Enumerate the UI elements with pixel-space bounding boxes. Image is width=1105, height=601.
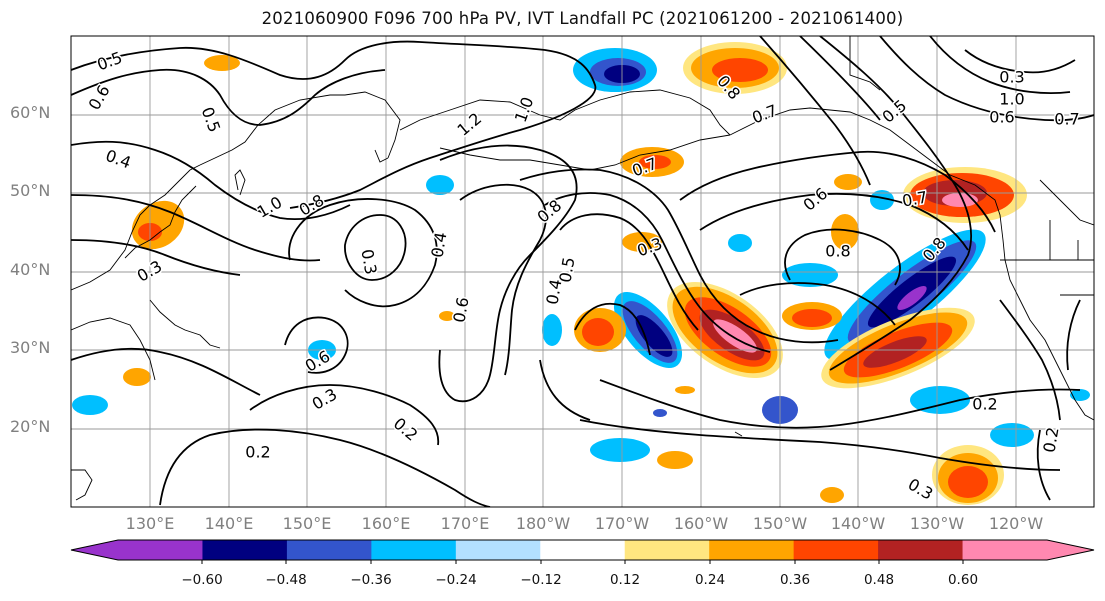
contour-label: 1.0 <box>999 90 1024 109</box>
colorbar-tick-label: 0.36 <box>779 572 811 588</box>
contour-label: 0.8 <box>825 242 850 261</box>
colorbar-tick-label: −0.24 <box>435 572 477 588</box>
contour-label: 0.2 <box>245 443 270 462</box>
contour-label: 0.2 <box>972 395 997 414</box>
lon-label: 160°W <box>673 514 729 533</box>
contour-label: 0.3 <box>357 248 380 276</box>
lon-label: 160°E <box>361 514 411 533</box>
colorbar-segment <box>202 540 288 560</box>
contour-label: 0.3 <box>999 68 1024 87</box>
colorbar-segment <box>709 540 795 560</box>
contour-label: 0.7 <box>1054 110 1079 129</box>
colorbar-segment <box>624 540 710 560</box>
colorbar-segment <box>793 540 879 560</box>
lon-label: 140°W <box>830 514 886 533</box>
colorbar <box>70 539 1095 564</box>
anomaly-fills <box>72 42 1090 505</box>
lon-label: 140°E <box>204 514 254 533</box>
lat-label: 40°N <box>10 260 51 279</box>
map-title: 2021060900 F096 700 hPa PV, IVT Landfall… <box>261 9 904 28</box>
colorbar-segment <box>118 540 203 560</box>
colorbar-tick-label: −0.36 <box>350 572 392 588</box>
colorbar-tick-label: 0.60 <box>947 572 979 588</box>
colorbar-extend-min <box>71 540 118 560</box>
colorbar-segment <box>540 540 626 560</box>
lon-label: 150°W <box>752 514 808 533</box>
lon-label: 150°E <box>282 514 332 533</box>
lon-label: 170°E <box>440 514 490 533</box>
lat-label: 30°N <box>10 338 51 357</box>
colorbar-extend-max <box>1047 540 1094 560</box>
contour-label: 0.6 <box>449 296 472 324</box>
contour-label: 0.6 <box>989 108 1014 127</box>
colorbar-tick-label: −0.12 <box>520 572 562 588</box>
colorbar-tick-label: 0.12 <box>609 572 641 588</box>
colorbar-tick-label: −0.60 <box>181 572 223 588</box>
lon-label: 170°W <box>594 514 650 533</box>
lon-label: 130°E <box>125 514 175 533</box>
lat-label: 20°N <box>10 417 51 436</box>
colorbar-segment <box>455 540 541 560</box>
colorbar-segment <box>371 540 457 560</box>
colorbar-tick-label: −0.48 <box>265 572 307 588</box>
contour-label: 0.5 <box>555 256 578 284</box>
colorbar-tick-label: 0.24 <box>694 572 726 588</box>
lat-label: 60°N <box>10 103 51 122</box>
lon-label: 130°W <box>909 514 965 533</box>
colorbar-segment <box>286 540 372 560</box>
colorbar-segment <box>962 540 1048 560</box>
colorbar-segment <box>878 540 964 560</box>
colorbar-tick-label: 0.48 <box>863 572 895 588</box>
lon-label: 120°W <box>988 514 1044 533</box>
lon-label: 180°W <box>515 514 571 533</box>
lat-label: 50°N <box>10 181 51 200</box>
pv-contours <box>71 36 1094 507</box>
